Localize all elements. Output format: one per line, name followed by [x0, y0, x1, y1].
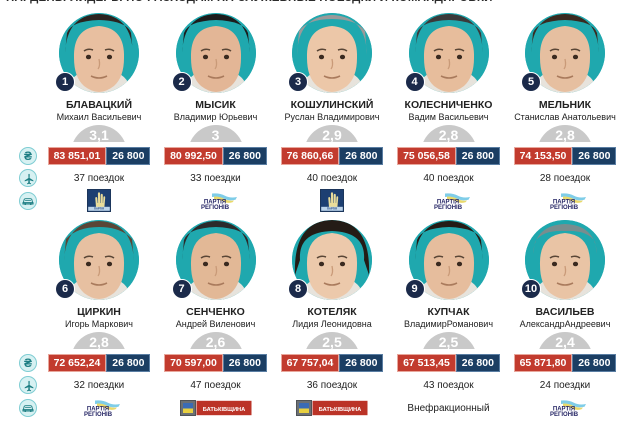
svg-text:РЕГІОНІВ: РЕГІОНІВ	[200, 205, 229, 210]
svg-text:БАТЬКІВЩИНА: БАТЬКІВЩИНА	[319, 407, 362, 413]
svg-text:РЕГІОНІВ: РЕГІОНІВ	[433, 205, 462, 210]
svg-text:БАТЬКІВЩИНА: БАТЬКІВЩИНА	[202, 407, 245, 413]
svg-text:РЕГІОНІВ: РЕГІОНІВ	[550, 205, 579, 210]
svg-text:ПАРТІЯ: ПАРТІЯ	[94, 207, 104, 211]
svg-text:РЕГІОНІВ: РЕГІОНІВ	[84, 412, 113, 417]
svg-text:РЕГІОНІВ: РЕГІОНІВ	[550, 412, 579, 417]
svg-text:ПАРТІЯ: ПАРТІЯ	[327, 207, 337, 211]
